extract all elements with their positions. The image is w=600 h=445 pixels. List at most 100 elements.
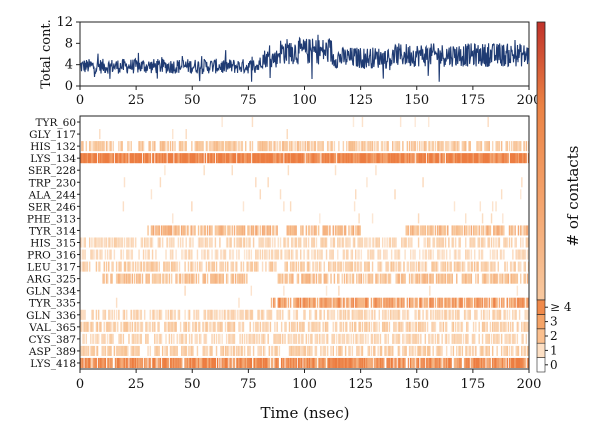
heatmap-cell bbox=[387, 333, 389, 344]
heatmap-cell bbox=[429, 237, 431, 248]
heatmap-cell bbox=[200, 333, 202, 344]
heatmap-cell bbox=[285, 273, 287, 284]
heatmap-cell bbox=[274, 261, 276, 272]
heatmap-cell bbox=[285, 249, 287, 260]
heatmap-cell bbox=[195, 357, 198, 368]
heatmap-cell bbox=[210, 345, 212, 356]
heatmap-cell bbox=[86, 261, 89, 272]
heatmap-cell bbox=[239, 273, 241, 284]
heatmap-cell bbox=[300, 321, 302, 332]
heatmap-cell bbox=[269, 261, 272, 272]
heatmap-cell bbox=[394, 237, 396, 248]
heatmap-cell bbox=[197, 273, 200, 284]
heatmap-cell bbox=[120, 153, 122, 164]
heatmap-cell bbox=[185, 129, 187, 140]
heatmap-cell bbox=[405, 225, 407, 236]
heatmap-cell bbox=[191, 225, 193, 236]
heatmap-cell bbox=[210, 321, 212, 332]
heatmap-cell bbox=[355, 225, 357, 236]
heatmap-cell bbox=[497, 333, 499, 344]
heatmap-cell bbox=[303, 309, 305, 320]
heatmap-cell bbox=[188, 309, 191, 320]
heatmap-cell bbox=[104, 249, 107, 260]
heatmap-cell bbox=[212, 141, 214, 152]
heatmap-cell bbox=[314, 345, 317, 356]
heatmap-cell bbox=[175, 273, 177, 284]
heatmap-cell bbox=[213, 141, 215, 152]
heatmap-cell bbox=[334, 321, 337, 332]
heatmap-cell bbox=[378, 321, 381, 332]
heatmap-cell bbox=[227, 141, 229, 152]
heatmap-cell bbox=[441, 153, 443, 164]
heatmap-cell bbox=[127, 141, 129, 152]
heatmap-cell bbox=[80, 345, 82, 356]
heatmap-cell bbox=[296, 309, 299, 320]
heatmap-cell bbox=[262, 321, 265, 332]
heatmap-cell bbox=[340, 153, 342, 164]
heatmap-cell bbox=[284, 153, 286, 164]
heatmap-cell bbox=[380, 261, 383, 272]
heatmap-cell bbox=[303, 357, 305, 368]
heatmap-cell bbox=[247, 225, 249, 236]
heatmap-cell bbox=[488, 357, 491, 368]
heatmap-cell bbox=[149, 309, 152, 320]
heatmap-cell bbox=[231, 321, 233, 332]
heatmap-cell bbox=[523, 153, 525, 164]
heatmap-cell bbox=[461, 321, 464, 332]
heatmap-cell bbox=[170, 261, 173, 272]
heatmap-cell bbox=[505, 345, 507, 356]
heatmap-cell bbox=[311, 225, 313, 236]
heatmap-cell bbox=[458, 225, 460, 236]
heatmap-cell bbox=[355, 333, 357, 344]
heatmap-cell bbox=[463, 273, 466, 284]
heatmap-cell bbox=[350, 333, 352, 344]
heatmap-cell bbox=[339, 321, 341, 332]
heatmap-cell bbox=[83, 309, 85, 320]
heatmap-cell bbox=[517, 261, 520, 272]
heatmap-cell bbox=[405, 153, 407, 164]
heatmap-cell bbox=[438, 297, 440, 308]
heatmap-cell bbox=[225, 345, 228, 356]
heatmap-cell bbox=[215, 261, 218, 272]
heatmap-cell bbox=[85, 141, 88, 152]
heatmap-cell bbox=[331, 153, 333, 164]
heatmap-cell bbox=[370, 141, 373, 152]
heatmap-cell bbox=[486, 309, 488, 320]
heatmap-cell bbox=[113, 249, 116, 260]
heatmap-cell bbox=[214, 357, 217, 368]
heatmap-cell bbox=[112, 141, 114, 152]
heatmap-cell bbox=[261, 333, 264, 344]
heatmap-cell bbox=[242, 201, 245, 212]
heatmap-cell bbox=[243, 225, 246, 236]
heatmap-cell bbox=[259, 141, 262, 152]
heatmap-cell bbox=[294, 345, 296, 356]
heatmap-cell bbox=[490, 333, 493, 344]
heatmap-cell bbox=[498, 309, 501, 320]
heatmap-cell bbox=[447, 153, 449, 164]
heatmap-cell bbox=[431, 321, 433, 332]
heatmap-cell bbox=[232, 153, 235, 164]
heatmap-cell bbox=[408, 273, 411, 284]
heatmap-cell bbox=[288, 249, 291, 260]
heatmap-cell bbox=[324, 225, 327, 236]
heatmap-cell bbox=[266, 141, 268, 152]
heatmap-cell bbox=[250, 309, 253, 320]
heatmap-cell bbox=[434, 321, 437, 332]
heatmap-cell bbox=[369, 249, 372, 260]
heatmap-cell bbox=[173, 261, 175, 272]
heatmap-cell bbox=[441, 297, 443, 308]
heatmap-cell bbox=[246, 261, 248, 272]
heatmap-cell bbox=[344, 237, 347, 248]
heatmap-cell bbox=[389, 273, 392, 284]
heatmap-cell bbox=[525, 321, 528, 332]
heatmap-cell bbox=[82, 261, 84, 272]
heatmap-cell bbox=[363, 297, 366, 308]
heatmap-cell bbox=[339, 345, 341, 356]
heatmap-cell bbox=[115, 273, 118, 284]
heatmap-cell bbox=[416, 225, 419, 236]
heatmap-cell bbox=[463, 141, 466, 152]
heatmap-cell bbox=[157, 345, 159, 356]
heatmap-cell bbox=[103, 345, 105, 356]
heatmap-cell bbox=[293, 321, 295, 332]
heatmap-cell bbox=[448, 357, 450, 368]
